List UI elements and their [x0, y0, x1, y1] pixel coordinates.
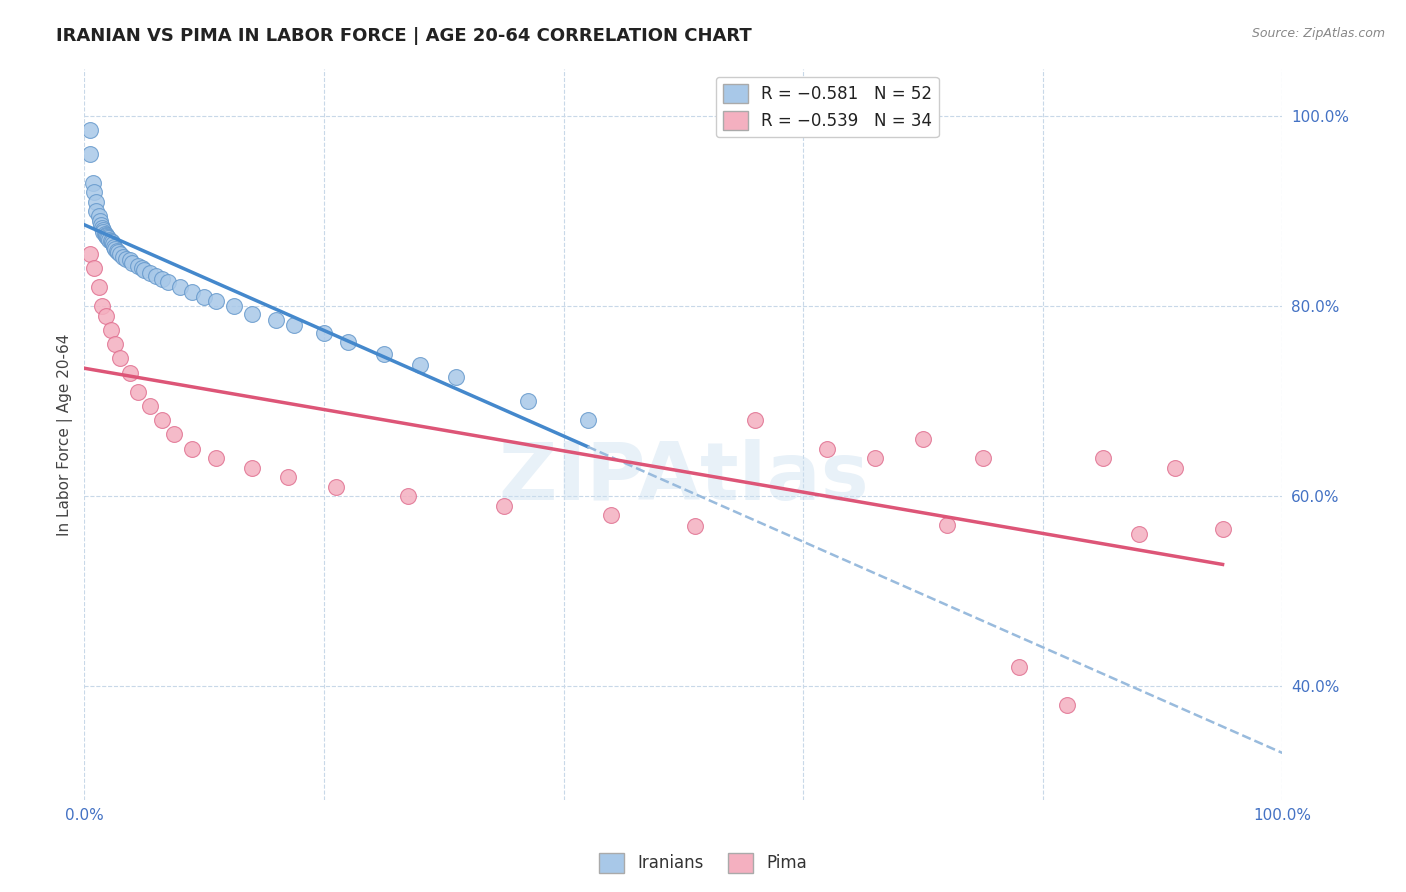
Point [96, 229, 118, 244]
Point [79, 123, 101, 137]
Point [336, 335, 359, 350]
Point [93, 225, 115, 239]
Point [145, 268, 167, 283]
Point [181, 285, 204, 299]
Point [94, 228, 117, 243]
Point [103, 240, 125, 254]
Point [87, 209, 110, 223]
Point [911, 432, 934, 446]
Point [101, 237, 124, 252]
Point [90, 219, 112, 233]
Point [1163, 460, 1185, 475]
Point [685, 519, 707, 533]
Point [139, 266, 162, 280]
Point [576, 413, 599, 427]
Point [1008, 660, 1031, 674]
Point [815, 442, 838, 456]
Point [127, 384, 149, 399]
Point [169, 280, 191, 294]
Point [396, 489, 419, 503]
Text: ZIPAtlas: ZIPAtlas [498, 439, 869, 517]
Point [312, 326, 335, 340]
Point [100, 235, 122, 249]
Point [104, 242, 127, 256]
Point [87, 280, 110, 294]
Point [84, 194, 107, 209]
Point [110, 351, 132, 366]
Point [93, 223, 115, 237]
Point [516, 394, 538, 409]
Point [150, 272, 173, 286]
Point [181, 442, 204, 456]
Legend: Iranians, Pima: Iranians, Pima [592, 847, 814, 880]
Point [93, 227, 115, 241]
Point [91, 221, 114, 235]
Point [240, 460, 263, 475]
Point [111, 250, 134, 264]
Point [492, 499, 515, 513]
Point [127, 259, 149, 273]
Point [1128, 527, 1150, 541]
Point [600, 508, 623, 522]
Point [863, 451, 886, 466]
Point [283, 318, 305, 332]
Point [222, 299, 245, 313]
Y-axis label: In Labor Force | Age 20-64: In Labor Force | Age 20-64 [58, 333, 73, 535]
Point [444, 370, 467, 384]
Point [193, 289, 215, 303]
Point [972, 451, 994, 466]
Point [121, 256, 143, 270]
Point [118, 253, 141, 268]
Point [107, 244, 129, 259]
Point [205, 294, 228, 309]
Point [1091, 451, 1114, 466]
Text: Source: ZipAtlas.com: Source: ZipAtlas.com [1251, 27, 1385, 40]
Point [118, 366, 141, 380]
Point [134, 263, 156, 277]
Point [163, 427, 186, 442]
Point [157, 275, 180, 289]
Point [101, 235, 124, 250]
Point [82, 176, 104, 190]
Point [1212, 522, 1234, 536]
Point [131, 261, 153, 276]
Legend: R = −0.581   N = 52, R = −0.539   N = 34: R = −0.581 N = 52, R = −0.539 N = 34 [716, 77, 939, 137]
Point [409, 358, 432, 372]
Point [744, 413, 766, 427]
Point [1056, 698, 1078, 713]
Point [89, 213, 111, 227]
Point [240, 307, 263, 321]
Point [150, 413, 173, 427]
Point [94, 227, 117, 242]
Point [79, 247, 101, 261]
Point [79, 147, 101, 161]
Point [97, 230, 120, 244]
Point [98, 233, 121, 247]
Point [83, 185, 105, 199]
Point [373, 346, 395, 360]
Point [205, 451, 228, 466]
Text: IRANIAN VS PIMA IN LABOR FORCE | AGE 20-64 CORRELATION CHART: IRANIAN VS PIMA IN LABOR FORCE | AGE 20-… [56, 27, 752, 45]
Point [139, 399, 162, 413]
Point [277, 470, 299, 484]
Point [100, 323, 122, 337]
Point [110, 247, 132, 261]
Point [105, 244, 128, 258]
Point [84, 204, 107, 219]
Point [94, 309, 117, 323]
Point [325, 480, 347, 494]
Point [264, 313, 287, 327]
Point [936, 517, 959, 532]
Point [91, 299, 114, 313]
Point [83, 261, 105, 276]
Point [104, 337, 127, 351]
Point [115, 252, 138, 266]
